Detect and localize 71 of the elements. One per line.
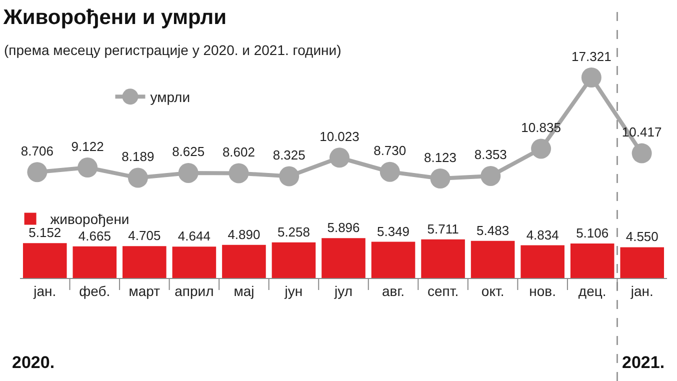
text: 2020. xyxy=(12,353,55,372)
x-tick-label: окт. xyxy=(481,282,504,299)
data-label: 4.550 xyxy=(626,229,658,244)
bar xyxy=(620,247,664,278)
point xyxy=(632,143,652,164)
data-label: 8.625 xyxy=(172,144,205,160)
chart-title: Живорођени и умрли xyxy=(2,6,227,30)
data-label: 4.834 xyxy=(526,227,559,242)
point xyxy=(531,138,552,159)
bar xyxy=(22,243,67,278)
point xyxy=(78,158,98,178)
x-tick-label: јан. xyxy=(32,282,56,299)
data-label: 10.835 xyxy=(521,120,561,135)
data-label: 10.417 xyxy=(622,124,662,140)
data-label: 17.321 xyxy=(572,48,612,64)
bar xyxy=(272,242,316,278)
data-label: 5.258 xyxy=(277,224,310,240)
point xyxy=(279,166,300,186)
x-tick-label: јун xyxy=(284,282,303,299)
data-label: 5.711 xyxy=(427,221,459,236)
data-label: 8.325 xyxy=(272,148,306,163)
data-label: 5.152 xyxy=(28,225,62,240)
data-label: 4.705 xyxy=(128,228,161,244)
data-label: 9.122 xyxy=(71,138,104,154)
bar xyxy=(470,240,515,278)
point xyxy=(380,162,400,182)
point xyxy=(330,148,350,168)
x-tick-label: јул xyxy=(334,282,352,299)
bar xyxy=(72,246,117,278)
bar xyxy=(122,246,166,278)
data-label: 5.349 xyxy=(376,224,410,239)
x-tick-label: мај xyxy=(234,282,254,299)
data-label: 8.706 xyxy=(20,143,54,158)
x-tick-label: нов. xyxy=(529,282,556,299)
x-tick-label: феб. xyxy=(79,282,110,299)
data-label: 8.730 xyxy=(374,143,406,158)
data-label: 5.896 xyxy=(327,220,360,236)
point xyxy=(27,162,48,182)
data-label: 4.890 xyxy=(228,226,260,242)
data-label: 8.602 xyxy=(222,144,256,160)
data-label: 4.644 xyxy=(178,228,210,244)
text: 2021. xyxy=(622,353,665,372)
bar xyxy=(371,242,416,278)
point xyxy=(480,166,501,186)
data-label: 4.665 xyxy=(78,228,111,244)
x-tick-label: авг. xyxy=(382,282,405,299)
legend-label: живорођени xyxy=(50,211,130,228)
x-tick-label: септ. xyxy=(427,282,459,299)
bar xyxy=(322,238,366,278)
bar xyxy=(222,244,266,278)
chart-subtitle: (према месецу регистрације у 2020. и 2021. години) xyxy=(4,42,342,58)
bar xyxy=(570,243,614,278)
x-tick-label: април xyxy=(174,282,214,299)
bar xyxy=(520,245,564,278)
x-tick-label: дец. xyxy=(578,282,606,299)
point xyxy=(178,162,198,183)
data-label: 5.106 xyxy=(576,225,609,240)
legend-label: умрли xyxy=(150,89,190,106)
data-label: 8.353 xyxy=(474,147,507,162)
bar xyxy=(172,246,216,278)
x-tick-label: јан. xyxy=(630,282,654,299)
x-tick-label: март xyxy=(128,282,161,299)
point xyxy=(430,168,450,188)
data-label: 5.483 xyxy=(476,222,510,238)
bar xyxy=(421,239,465,278)
data-label: 8.189 xyxy=(122,149,154,164)
data-label: 8.123 xyxy=(424,150,457,165)
data-label: 10.023 xyxy=(320,128,360,144)
point xyxy=(228,163,249,184)
point xyxy=(581,68,602,88)
point xyxy=(128,168,148,188)
